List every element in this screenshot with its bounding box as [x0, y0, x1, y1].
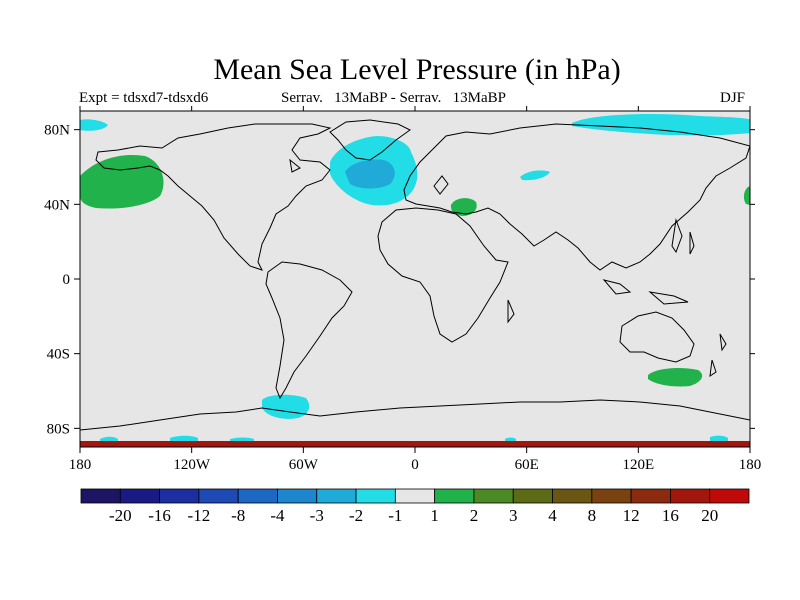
coastline-australia — [619, 311, 695, 363]
colorbar-swatch — [277, 488, 318, 504]
colorbar-swatch — [119, 488, 160, 504]
season-label: DJF — [720, 90, 746, 106]
lon-tick-label: 180 — [739, 457, 762, 473]
anomaly-region-arctic-east — [572, 114, 750, 136]
colorbar-swatch — [512, 488, 553, 504]
colorbar-label: -2 — [349, 506, 363, 525]
colorbar-label: -1 — [388, 506, 402, 525]
colorbar-label: 8 — [588, 506, 597, 525]
colorbar-label: 1 — [430, 506, 439, 525]
anomaly-region-north-atlantic-core — [345, 159, 395, 189]
colorbar-swatch — [355, 488, 396, 504]
anomaly-contours — [80, 114, 750, 447]
anomaly-region-ne-pacific — [80, 154, 164, 209]
colorbar-swatch — [237, 488, 278, 504]
experiment-label: Expt = tdsxd7-tdsxd6 — [79, 90, 209, 106]
colorbar-label: -8 — [231, 506, 245, 525]
latitude-axis: 80N 40N 0 40S 80S — [44, 123, 755, 437]
coastline-eurasia — [403, 123, 750, 271]
lon-tick-label: 120E — [622, 457, 654, 473]
coastline-africa — [377, 207, 509, 343]
coastline-north-america — [95, 123, 332, 271]
coastline-antarctica — [80, 399, 750, 431]
lat-tick-label: 40S — [47, 347, 70, 363]
lat-tick-label: 0 — [63, 272, 71, 288]
colorbar-swatch — [473, 488, 514, 504]
colorbar-label: 4 — [548, 506, 557, 525]
coastline-south-america — [265, 261, 353, 400]
colorbar-label: -12 — [188, 506, 211, 525]
longitude-axis: 180 120W 60W 0 60E 120E 180 — [69, 106, 762, 473]
anomaly-region-siberia — [520, 170, 550, 181]
colorbar-swatch — [394, 488, 436, 504]
colorbar-swatch — [316, 488, 357, 504]
lon-tick-label: 0 — [411, 457, 419, 473]
lon-tick-label: 60E — [515, 457, 539, 473]
coastlines — [80, 119, 750, 431]
anomaly-region-black-sea — [450, 198, 477, 216]
anomaly-region-east-edge — [743, 186, 750, 205]
lon-tick-label: 60W — [289, 457, 319, 473]
coastline-islands — [289, 158, 727, 378]
colorbar-label: 3 — [509, 506, 518, 525]
colorbar-label: 2 — [470, 506, 479, 525]
lat-tick-label: 80N — [44, 123, 70, 139]
colorbar-label: -16 — [148, 506, 171, 525]
colorbar-swatch — [198, 488, 239, 504]
lon-tick-label: 180 — [69, 457, 92, 473]
colorbar-label: 12 — [623, 506, 640, 525]
lat-tick-label: 80S — [47, 421, 70, 437]
colorbar-label: 20 — [701, 506, 718, 525]
colorbar: -20 -16 -12 -8 -4 -3 -2 -1 1 2 3 4 8 12 16 20 — [80, 488, 750, 525]
map-background — [80, 111, 750, 447]
colorbar-label: -3 — [310, 506, 324, 525]
colorbar-swatch — [159, 488, 200, 504]
colorbar-swatch — [591, 488, 632, 504]
coastline-greenland — [329, 119, 411, 161]
anomaly-region-southern-ocean — [648, 367, 703, 387]
anomaly-region-arctic-west — [80, 119, 108, 131]
anomaly-region-south-pole — [80, 441, 750, 447]
colorbar-swatch — [709, 488, 750, 504]
colorbar-swatch — [630, 488, 671, 504]
lon-tick-label: 120W — [173, 457, 211, 473]
colorbar-label: 16 — [662, 506, 679, 525]
colorbar-swatch — [80, 488, 121, 504]
map-title: Mean Sea Level Pressure (in hPa) — [213, 53, 621, 86]
colorbar-swatch — [552, 488, 593, 504]
colorbar-swatch — [434, 488, 475, 504]
colorbar-label: -4 — [270, 506, 285, 525]
runs-label: Serrav. 13MaBP - Serrav. 13MaBP — [281, 90, 506, 106]
colorbar-swatch — [670, 488, 711, 504]
lat-tick-label: 40N — [44, 197, 70, 213]
colorbar-label: -20 — [109, 506, 132, 525]
